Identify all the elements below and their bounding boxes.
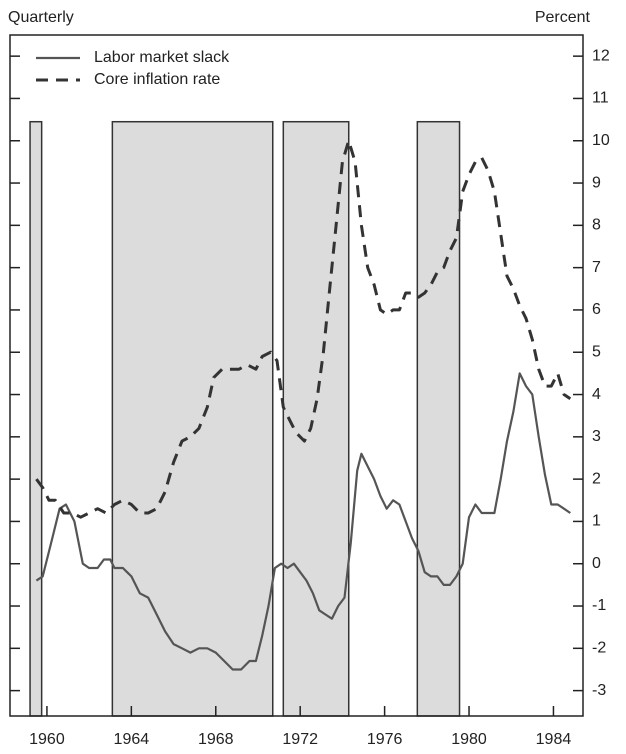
legend-box [22,42,272,92]
y-tick-label: 0 [592,555,601,572]
shaded-period [29,120,43,717]
y-tick-label: -1 [592,597,606,614]
shaded-period [282,120,350,717]
left-axis-label: Quarterly [8,9,74,26]
series-line [35,139,572,519]
y-tick-label: 3 [592,428,601,445]
x-tick-label: 1984 [536,731,572,748]
y-tick-label: -3 [592,682,606,699]
plot-frame [9,34,584,717]
y-tick-label: 10 [592,132,610,149]
y-tick-label: 12 [592,47,610,64]
x-tick-label: 1964 [114,731,150,748]
x-tick-label: 1976 [367,731,403,748]
y-tick-label: 7 [592,259,601,276]
y-tick-label: 1 [592,513,601,530]
right-axis-label: Percent [535,9,591,26]
legend-label: Core inflation rate [94,71,220,88]
y-tick-label: 11 [592,90,609,107]
y-tick-label: 8 [592,217,601,234]
y-tick-label: 9 [592,174,601,191]
x-tick-label: 1972 [282,731,318,748]
y-tick-label: 5 [592,343,601,360]
shaded-period [416,120,461,717]
y-tick-label: 6 [592,301,601,318]
x-tick-label: 1980 [451,731,487,748]
y-tick-label: 2 [592,470,601,487]
x-tick-label: 1960 [29,731,65,748]
series-line [35,372,571,671]
shaded-period [111,120,274,717]
y-tick-label: -2 [592,640,606,657]
y-tick-label: 4 [592,386,601,403]
legend-label: Labor market slack [94,49,230,66]
x-tick-label: 1968 [198,731,234,748]
